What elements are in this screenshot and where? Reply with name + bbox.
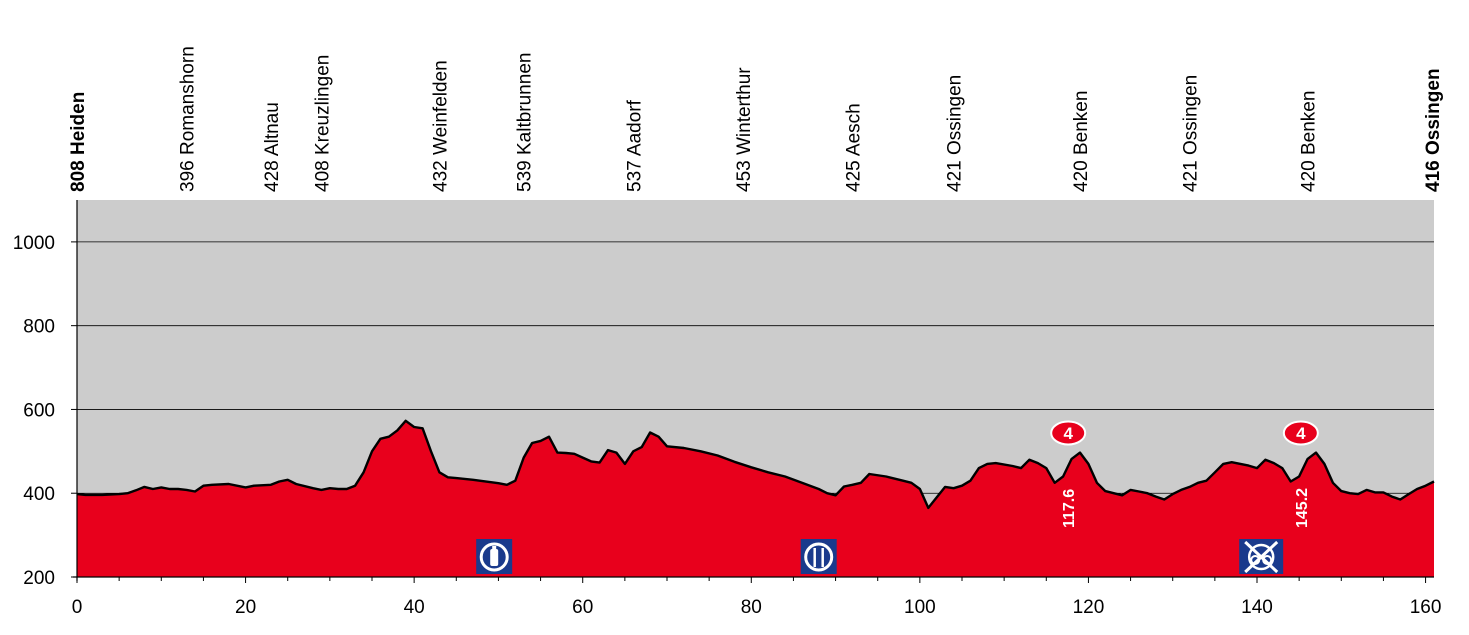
x-tick-label: 160 — [1410, 597, 1442, 618]
x-tick-label: 60 — [572, 597, 593, 618]
elevation-area — [77, 420, 1434, 577]
x-tick-label: 120 — [1073, 597, 1105, 618]
kom-badge — [1050, 420, 1087, 446]
no-cycling-icon — [1239, 539, 1284, 574]
kom-category: 4 — [1063, 424, 1073, 443]
place-label: 396 Romanshorn — [178, 46, 199, 192]
place-label: 408 Kreuzlingen — [312, 55, 333, 192]
kom-km-label: 145.2 — [1294, 488, 1311, 528]
y-tick-label: 200 — [23, 568, 55, 589]
place-label: 432 Weinfelden — [430, 60, 451, 192]
icon-ring — [479, 542, 509, 572]
place-label: 420 Benken — [1299, 91, 1320, 192]
y-tick-label: 1000 — [13, 233, 55, 254]
x-tick-label: 140 — [1241, 597, 1273, 618]
kom-marker: 4 145.2 — [1282, 420, 1319, 528]
place-label: 428 Altnau — [262, 102, 283, 192]
kom-km-label: 117.6 — [1061, 489, 1078, 528]
kom-badge — [1282, 420, 1319, 446]
kom-category: 4 — [1296, 424, 1306, 443]
place-label: 421 Ossingen — [1181, 75, 1202, 192]
place-label: 420 Benken — [1071, 91, 1092, 192]
place-label: 416 Ossingen — [1423, 68, 1444, 192]
x-tick-label: 40 — [404, 597, 425, 618]
x-tick-label: 80 — [741, 597, 762, 618]
y-tick-label: 400 — [23, 484, 55, 505]
feed-zone-icon — [476, 539, 513, 574]
place-label: 539 Kaltbrunnen — [515, 53, 536, 192]
bottle-cap-glyph — [492, 546, 497, 550]
place-label: 537 Aadorf — [624, 99, 645, 192]
x-tick-label: 100 — [904, 597, 936, 618]
elevation-line — [76, 419, 1435, 510]
place-label: 453 Winterthur — [734, 67, 755, 192]
icon-ring — [804, 542, 834, 572]
place-label: 421 Ossingen — [945, 75, 966, 192]
food-icon — [800, 539, 837, 574]
kom-marker: 4 117.6 — [1050, 420, 1087, 528]
bottle-glyph — [490, 549, 499, 566]
place-label: 425 Aesch — [843, 103, 864, 192]
place-label: 808 Heiden — [68, 92, 89, 192]
y-tick-label: 600 — [23, 400, 55, 421]
y-tick-label: 800 — [23, 317, 55, 338]
icon-cross — [1244, 540, 1279, 574]
x-tick-label: 20 — [235, 597, 256, 618]
icon-ring — [1247, 543, 1275, 571]
x-tick-label: 0 — [72, 597, 83, 618]
